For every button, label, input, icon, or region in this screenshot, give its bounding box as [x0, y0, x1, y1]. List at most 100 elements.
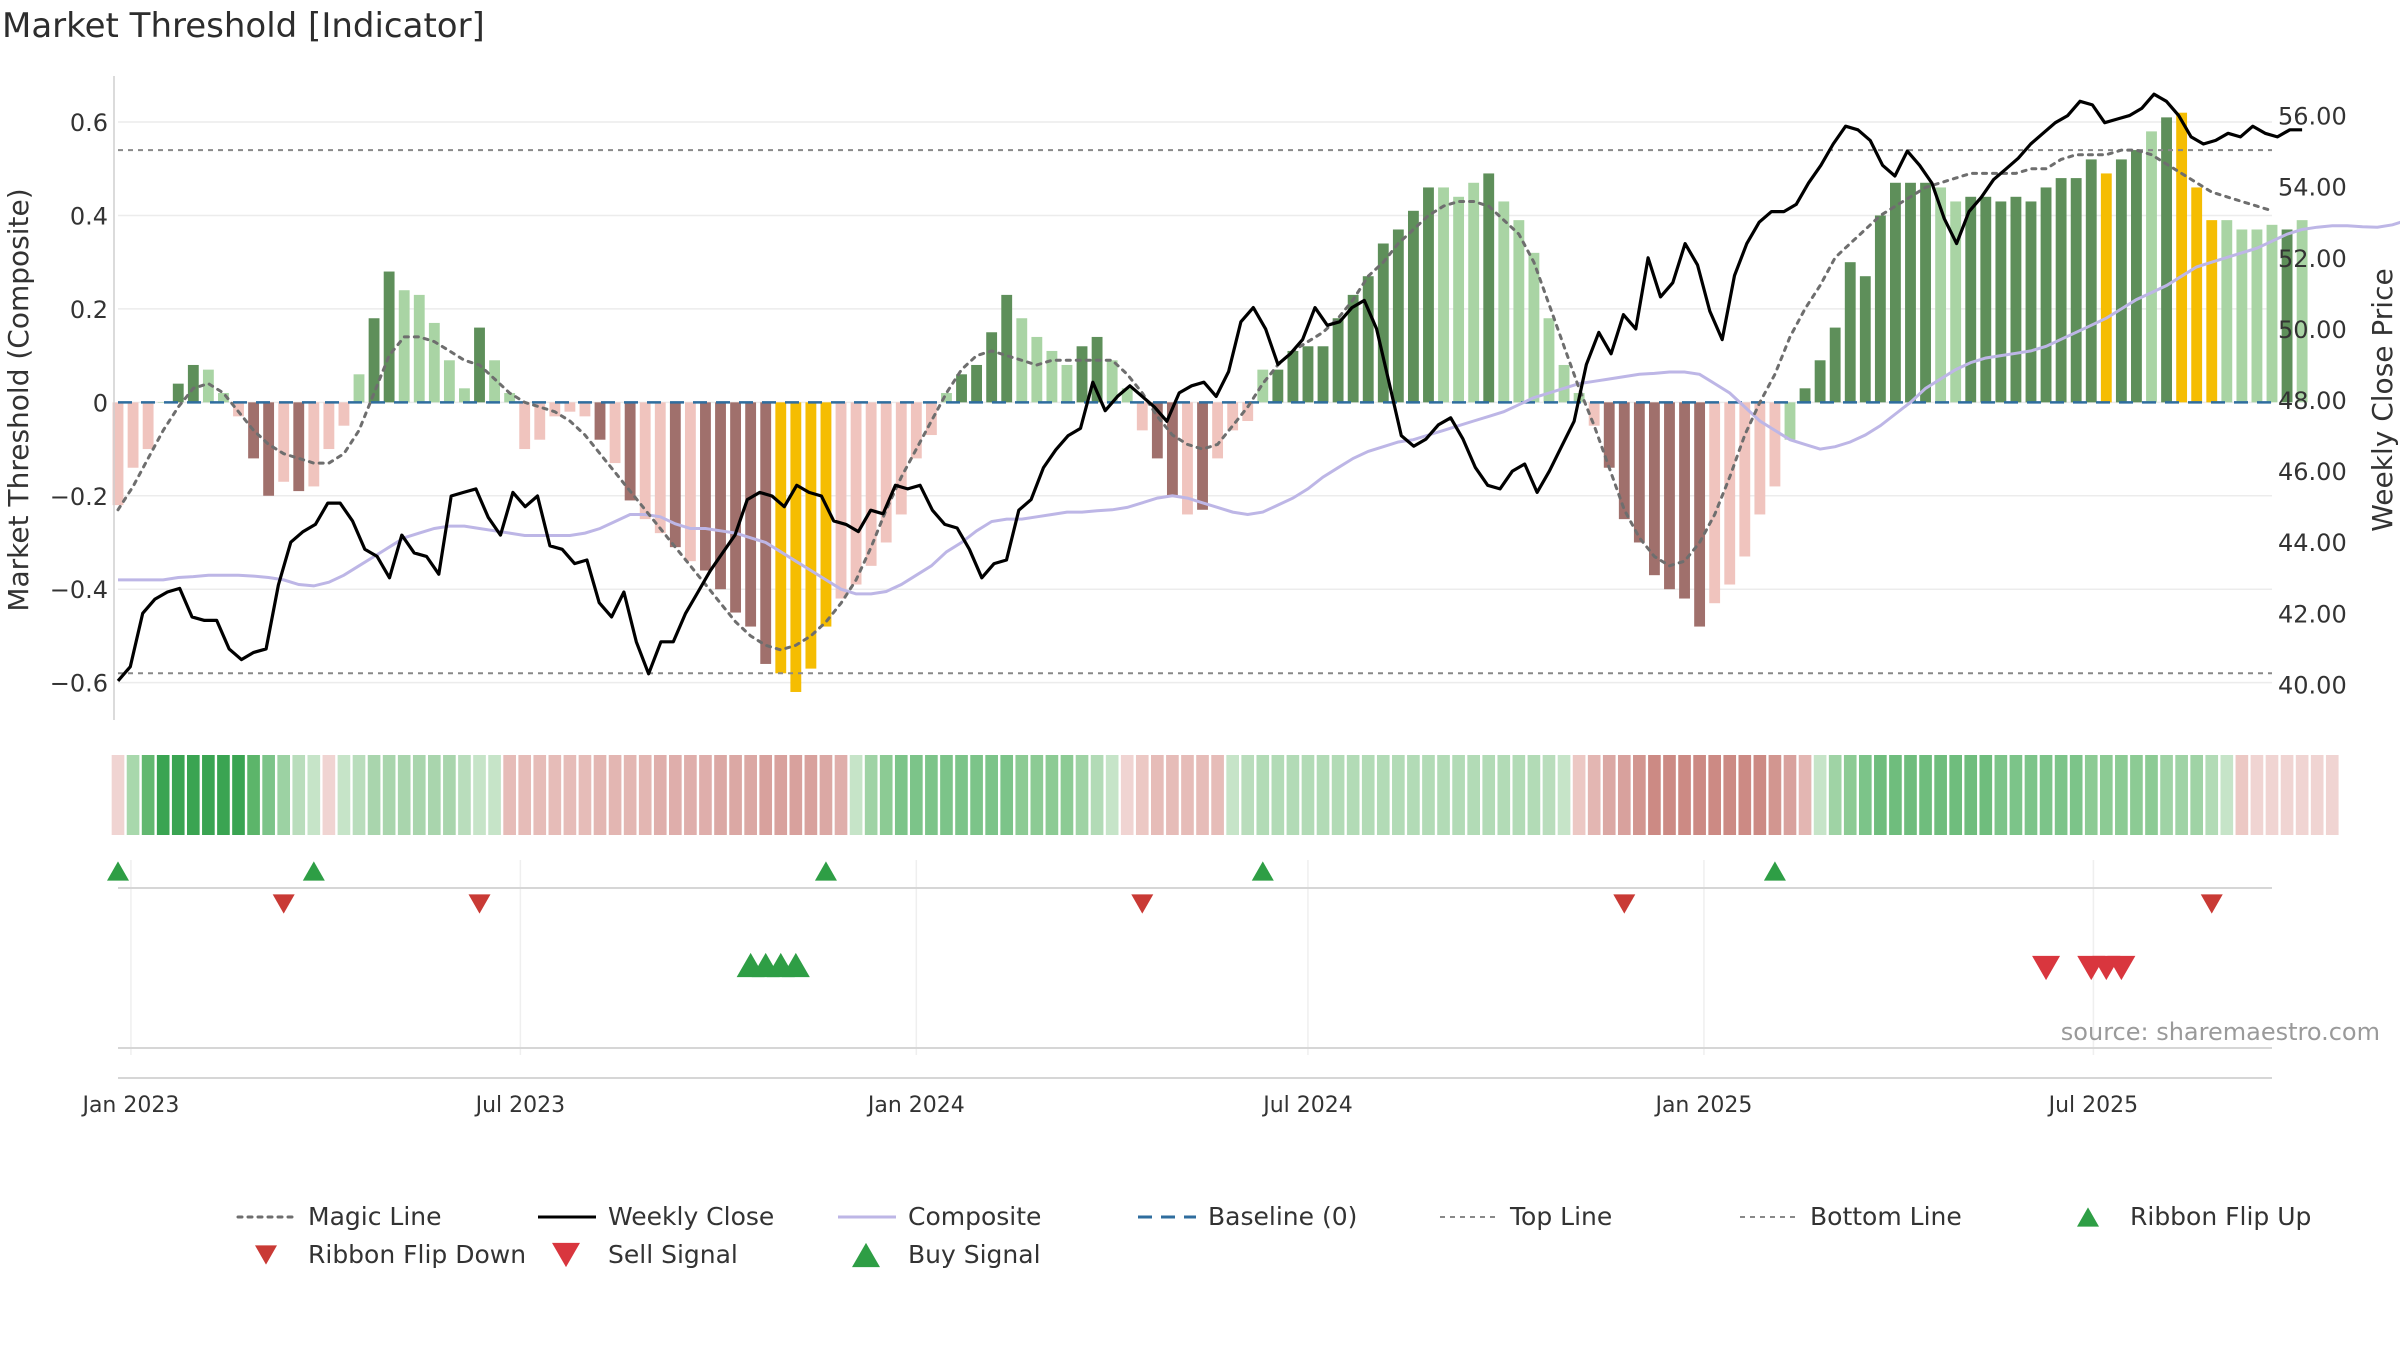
ribbon-cell: [1045, 755, 1059, 835]
composite-bar: [428, 322, 440, 403]
ribbon-cell: [849, 755, 863, 835]
legend-item: Ribbon Flip Down: [255, 1240, 526, 1269]
composite-bar: [1920, 182, 1931, 403]
ribbon-cell: [1798, 755, 1812, 835]
ribbon-cell: [382, 755, 396, 835]
ribbon-cell: [1407, 755, 1420, 835]
composite-bar: [654, 402, 666, 534]
lines-layer: [116, 92, 2400, 682]
composite-bar: [2131, 150, 2142, 403]
y2-tick-label: 52.00: [2278, 245, 2347, 273]
composite-bar: [745, 402, 757, 627]
ribbon-cell: [1633, 755, 1646, 835]
ribbon-cell: [563, 755, 577, 835]
legend-triangle-up-icon: [2077, 1207, 2099, 1227]
x-tick-label: Jul 2023: [474, 1093, 566, 1118]
x-tick-label: Jul 2024: [1261, 1093, 1353, 1118]
ribbon-cell: [111, 755, 125, 835]
composite-bar: [443, 360, 455, 403]
ribbon-cell: [714, 755, 727, 835]
y-tick-label: −0.2: [50, 483, 108, 511]
ribbon-flip-up-marker: [302, 861, 325, 881]
ribbon-cell: [1196, 755, 1209, 835]
composite-bar: [1347, 294, 1359, 403]
legend-item: Baseline (0): [1138, 1202, 1357, 1231]
composite-bar: [112, 402, 124, 506]
y2-axis-title: Weekly Close Price: [2366, 268, 2399, 531]
ribbon-cell: [2130, 755, 2143, 835]
composite-bar: [519, 402, 531, 450]
composite-bar: [1121, 388, 1133, 403]
ribbon-flip-down-marker: [272, 894, 295, 914]
legend-item: Top Line: [1440, 1202, 1612, 1231]
ribbon-cell: [126, 755, 140, 835]
ribbon-cell: [1271, 755, 1285, 835]
composite-bar: [910, 402, 922, 459]
composite-bar: [1829, 327, 1841, 403]
x-tick-label: Jan 2025: [1653, 1093, 1752, 1118]
composite-bar: [865, 402, 877, 566]
composite-bar: [1739, 402, 1751, 557]
ribbon-cell: [2099, 755, 2113, 835]
ribbon-cell: [1617, 755, 1631, 835]
composite-bar: [1136, 402, 1148, 431]
composite-bar: [1076, 346, 1088, 403]
composite-bar: [278, 402, 290, 482]
ribbon-cell: [1376, 755, 1390, 835]
composite-bar: [1528, 252, 1540, 403]
y2-tick-label: 48.00: [2278, 387, 2347, 415]
composite-bar: [338, 402, 350, 426]
ribbon-cell: [292, 755, 306, 835]
composite-bar: [1242, 402, 1254, 422]
y2-tick-label: 42.00: [2278, 600, 2347, 628]
ribbon-cell: [217, 755, 230, 835]
ribbon-cell: [1813, 755, 1827, 835]
composite-bar: [1061, 364, 1073, 403]
ribbon-cell: [1256, 755, 1270, 835]
ribbon-cell: [955, 755, 968, 835]
composite-bar: [1197, 402, 1208, 510]
composite-bar: [1257, 369, 1269, 403]
composite-bar: [2040, 187, 2052, 403]
ribbon-cell: [684, 755, 697, 835]
ribbon-cell: [1151, 755, 1164, 835]
ribbon-cell: [156, 755, 170, 835]
ribbon-cell: [1693, 755, 1706, 835]
ribbon-cell: [1663, 755, 1676, 835]
y2-tick-label: 40.00: [2278, 671, 2347, 699]
composite-bar: [323, 402, 335, 450]
composite-bar: [775, 402, 787, 674]
ribbon-cell: [925, 755, 938, 835]
composite-bar: [1664, 402, 1675, 590]
composite-bar: [157, 402, 169, 403]
ribbon-cell: [1858, 755, 1872, 835]
ribbon-cell: [1828, 755, 1842, 835]
ribbon-cell: [518, 755, 532, 835]
ribbon-cell: [352, 755, 366, 835]
ribbon-cell: [2235, 755, 2249, 835]
composite-bar: [880, 402, 892, 543]
composite-bar: [1046, 350, 1058, 403]
ribbon-cell: [322, 755, 336, 835]
composite-bar: [1287, 350, 1299, 403]
ribbon-flip-up-marker: [1251, 861, 1274, 881]
legend-label: Bottom Line: [1810, 1202, 1962, 1231]
composite-bar: [2236, 229, 2248, 403]
composite-bar: [1844, 262, 1856, 403]
ribbon-cell: [1000, 755, 1014, 835]
composite-bar: [2070, 178, 2082, 403]
composite-bar: [1648, 402, 1660, 576]
ribbon-cell: [443, 755, 456, 835]
ribbon-cell: [744, 755, 757, 835]
ribbon-cell: [367, 755, 381, 835]
ribbon-cell: [1964, 755, 1978, 835]
ribbon-cell: [1437, 755, 1450, 835]
ribbon-cell: [864, 755, 878, 835]
composite-bar: [1588, 402, 1600, 426]
legend-item: Bottom Line: [1740, 1202, 1962, 1231]
ribbon-cell: [1241, 755, 1255, 835]
composite-bar: [1603, 402, 1615, 468]
composite-bar: [971, 364, 983, 403]
composite-bar: [1874, 215, 1886, 403]
ribbon-cell: [473, 755, 486, 835]
